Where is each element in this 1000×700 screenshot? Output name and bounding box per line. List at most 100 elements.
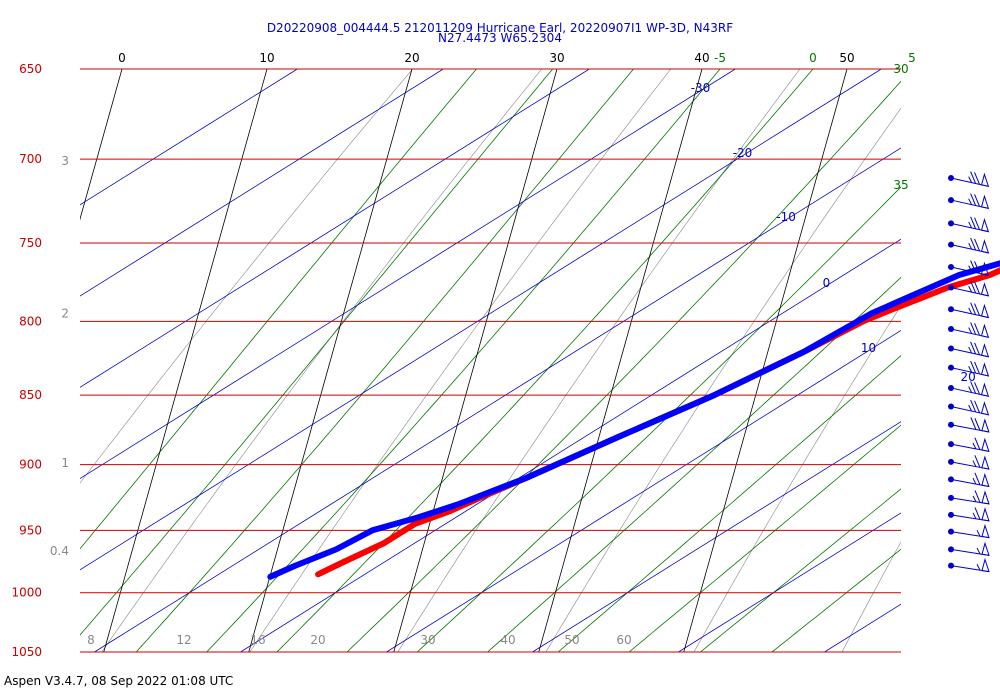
wind-barb-pennant <box>981 437 990 452</box>
moist-adiabat-line <box>80 69 554 636</box>
pressure-tick-label: 800 <box>19 314 42 328</box>
wind-barb-flag <box>970 193 977 206</box>
isotherm-line <box>80 69 298 206</box>
dewpoint-trace <box>267 260 1000 580</box>
wind-barb-flag <box>970 381 977 394</box>
wind-barb-half-flag <box>968 285 973 293</box>
wind-barb-flag <box>974 323 981 336</box>
isotherm-label: -20 <box>733 146 753 160</box>
wind-barb-flag <box>974 194 981 207</box>
wind-barb <box>948 437 990 452</box>
wind-barb <box>948 280 990 297</box>
moist-adiabat-line <box>771 548 901 652</box>
isotherm-label: 10 <box>861 341 876 355</box>
wind-barb-half-flag <box>968 366 973 373</box>
bottom-scale-label: 50 <box>564 633 579 647</box>
wind-barb-flag <box>974 418 981 431</box>
wind-barb-pennant <box>981 490 990 505</box>
sounding-profiles <box>267 260 1000 580</box>
wind-barb-pennant <box>980 382 990 397</box>
wind-barb <box>948 472 990 488</box>
isotherm-label: 0 <box>823 276 831 290</box>
wind-barb <box>948 193 990 210</box>
wind-barb-flag <box>974 217 981 230</box>
wind-barb <box>948 216 990 233</box>
wind-barb-pennant <box>981 418 990 433</box>
wind-barb <box>948 237 990 254</box>
mixing-ratio-lines <box>80 69 848 652</box>
wind-barb-half-flag <box>968 242 973 250</box>
wind-barb <box>948 399 990 416</box>
wind-barb-half-flag <box>976 563 981 571</box>
mixing-ratio-label: 20 <box>404 51 419 65</box>
chart-title: D20220908_004444.5 212011209 Hurricane E… <box>266 21 734 35</box>
wind-barb-pennant <box>981 541 990 556</box>
mixing-ratio-line <box>393 69 558 652</box>
isotherm-line <box>386 329 901 652</box>
wind-barb-half-flag <box>972 495 977 503</box>
isotherm-label: -10 <box>776 210 796 224</box>
wind-barb-flag <box>974 490 981 503</box>
moist-adiabats <box>80 69 901 652</box>
wind-barb-pennant <box>981 455 990 470</box>
height-tick-label: 2 <box>61 307 69 321</box>
pressure-tick-label: 700 <box>19 152 42 166</box>
pressure-tick-label: 850 <box>19 388 42 402</box>
pressure-tick-label: 650 <box>19 62 42 76</box>
wind-barb-half-flag <box>968 265 973 272</box>
wind-barb-flag <box>974 172 981 185</box>
pressure-tick-label: 750 <box>19 236 42 250</box>
wind-barb-flag <box>974 472 981 486</box>
mixing-ratio-line <box>683 69 848 652</box>
wind-barb-flag <box>970 360 977 374</box>
wind-barb-pennant <box>980 323 990 338</box>
wind-barb-half-flag <box>972 442 977 450</box>
wind-barb-flag <box>974 507 981 520</box>
wind-barb-half-flag <box>968 307 973 315</box>
mixing-ratio-label: 40 <box>694 51 709 65</box>
isotherm-line <box>80 69 444 297</box>
mixing-ratio-line <box>248 69 413 652</box>
wind-barb-flag <box>970 237 977 251</box>
wind-barb-pennant <box>981 507 990 522</box>
mixing-ratio-line <box>103 69 268 652</box>
isotherm-line <box>80 69 882 571</box>
wind-barb <box>948 171 990 188</box>
isotherm-line <box>532 421 901 652</box>
dry-adiabats <box>80 69 901 652</box>
wind-barb-pennant <box>980 239 990 254</box>
isotherm-label: 20 <box>960 370 975 384</box>
wind-barb-half-flag <box>968 176 973 183</box>
dry-adiabat-line <box>693 304 901 652</box>
wind-barb-pennant <box>981 472 990 488</box>
moist-adiabat-label: 30 <box>893 62 908 76</box>
dry-adiabat-line <box>80 69 413 484</box>
wind-barb-half-flag <box>976 547 981 555</box>
wind-barb-pennant <box>981 523 990 539</box>
wind-barb-pennant <box>980 172 990 188</box>
dry-adiabat-line <box>841 541 901 652</box>
pressure-tick-label: 950 <box>19 523 42 537</box>
mixing-ratio-line <box>538 69 703 652</box>
pressure-tick-label: 1050 <box>11 645 42 659</box>
bottom-scale-label: 30 <box>420 633 435 647</box>
wind-barb-flag <box>970 260 977 273</box>
wind-barb-flag <box>970 302 977 315</box>
mixing-ratio-line <box>80 69 123 221</box>
wind-barb <box>948 507 990 522</box>
moist-adiabat-line <box>628 424 901 652</box>
wind-barb-half-flag <box>968 221 973 229</box>
isobars <box>80 68 901 653</box>
wind-barb-flag <box>970 417 977 430</box>
wind-barb-flag <box>974 455 981 468</box>
wind-barb-flag <box>970 341 977 355</box>
wind-barb <box>948 417 990 433</box>
wind-barb <box>948 557 990 573</box>
footer-version-text: Aspen V3.4.7, 08 Sep 2022 01:08 UTC <box>4 674 234 688</box>
isotherm-line <box>240 238 901 652</box>
wind-barb-flag <box>974 437 981 450</box>
wind-barb-flag <box>970 322 977 335</box>
isotherm-line <box>678 512 901 652</box>
wind-barb-flag <box>974 382 981 395</box>
